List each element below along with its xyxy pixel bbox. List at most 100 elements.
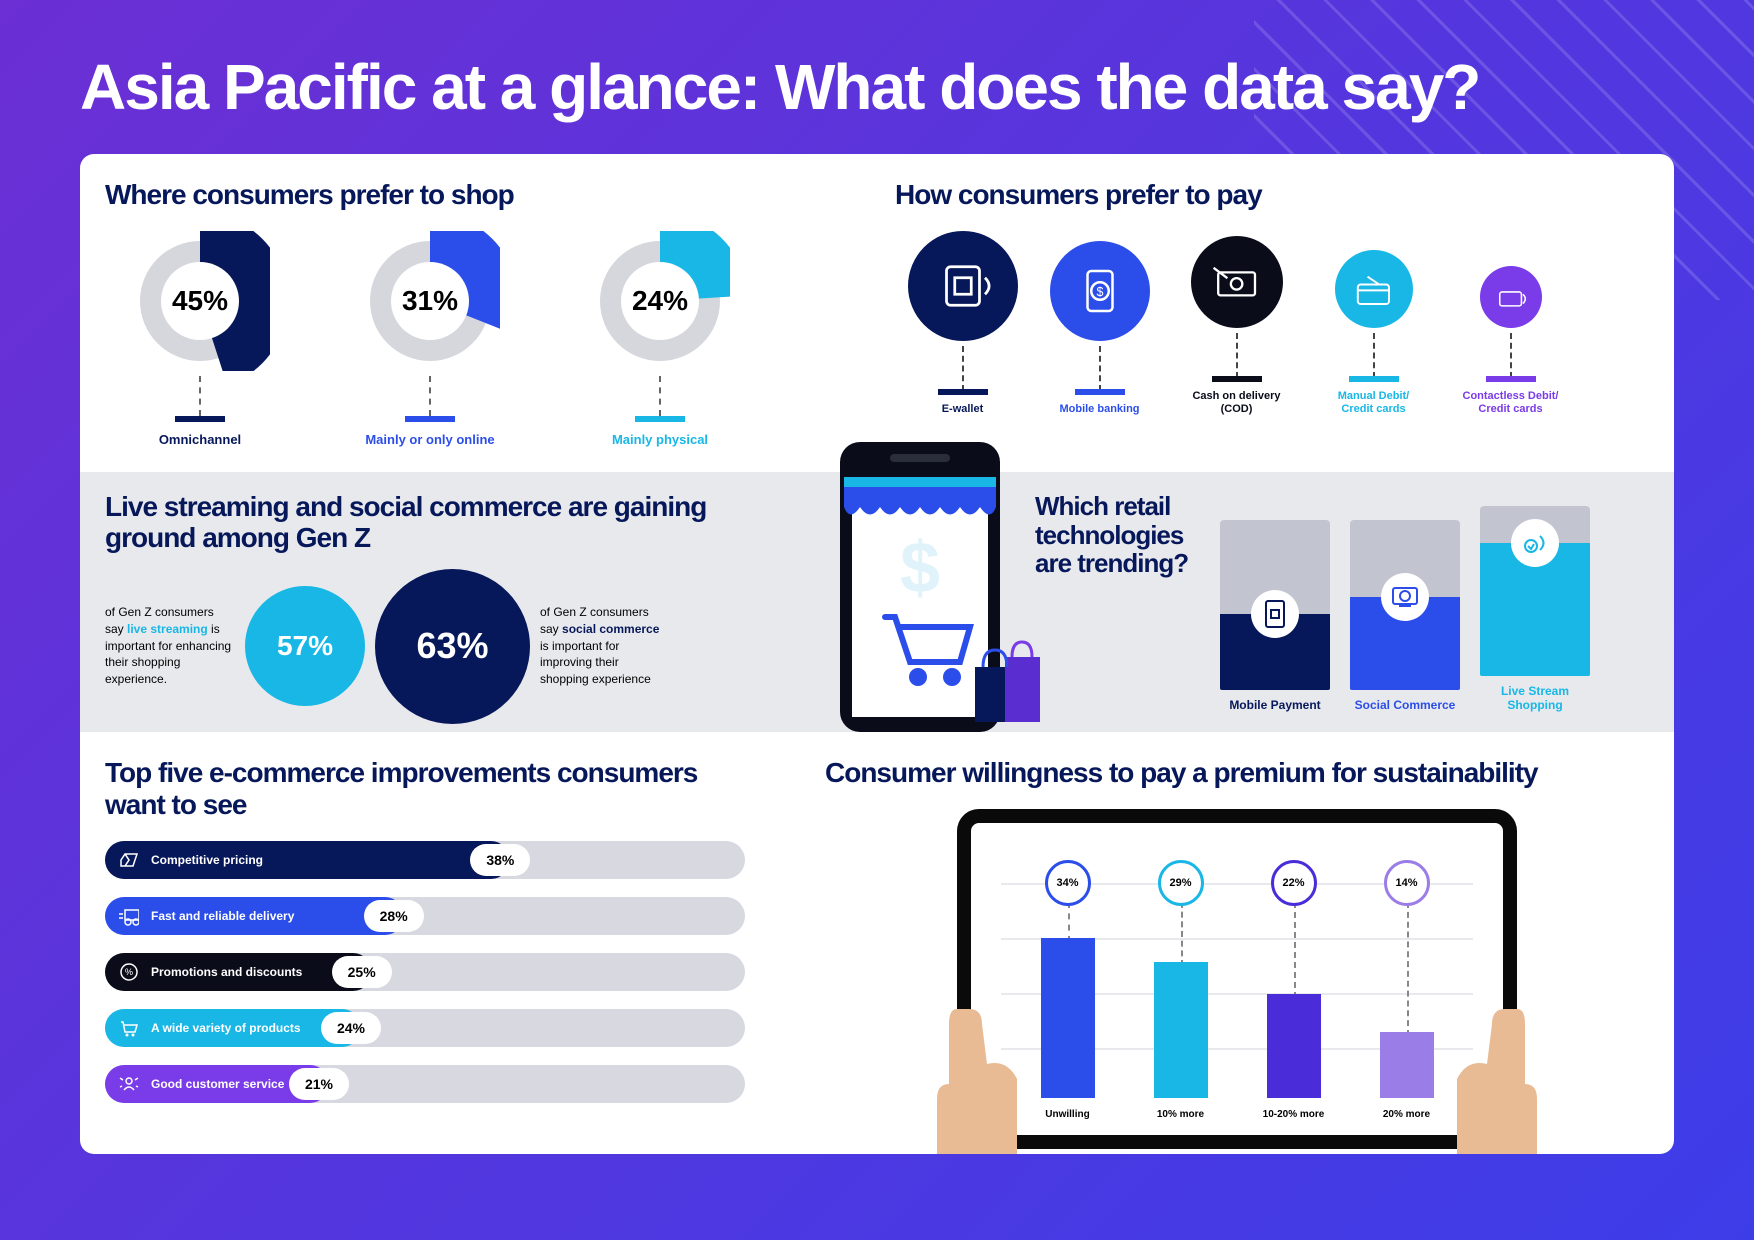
improvement-icon (119, 1018, 139, 1038)
pay-label: Mobile banking (1032, 403, 1167, 416)
donut-chart: 45% (130, 231, 270, 371)
sustain-section: Consumer willingness to pay a premium fo… (825, 757, 1649, 1149)
sustain-title: Consumer willingness to pay a premium fo… (825, 757, 1649, 789)
sustain-item: 14% 20% more (1367, 860, 1447, 1120)
trend-item: Social Commerce (1350, 520, 1460, 712)
genz-text-right: of Gen Z consumers say social commerce i… (540, 604, 670, 688)
shop-title: Where consumers prefer to shop (105, 179, 825, 211)
sustain-bar (1380, 1032, 1434, 1098)
improvement-row: Competitive pricing 38% (105, 841, 745, 879)
row-1: Where consumers prefer to shop 45% Omnic… (80, 154, 1674, 447)
trend-icon (1511, 519, 1559, 567)
donut-item: 31% Mainly or only online (335, 231, 525, 447)
improvement-icon (119, 850, 139, 870)
main-card: Where consumers prefer to shop 45% Omnic… (80, 154, 1674, 1154)
phone-shopping-illustration: $ (800, 432, 1060, 742)
improvement-label: Competitive pricing (151, 853, 510, 867)
improvement-row: A wide variety of products 24% (105, 1009, 745, 1047)
donut-pct: 31% (402, 285, 458, 317)
trend-label: Mobile Payment (1220, 698, 1330, 712)
improvement-row: Fast and reliable delivery 28% (105, 897, 745, 935)
trending-bars: Mobile Payment Social Commerce Live Stre… (1220, 492, 1590, 712)
pay-label: Cash on delivery(COD) (1169, 390, 1304, 416)
donut-item: 45% Omnichannel (105, 231, 295, 447)
pay-item: Cash on delivery(COD) (1169, 236, 1304, 416)
improvement-fill: Fast and reliable delivery (105, 897, 404, 935)
improvement-row: Good customer service 21% (105, 1065, 745, 1103)
sustain-item: 29% 10% more (1141, 860, 1221, 1120)
row-2-gray-band: Live streaming and social commerce are g… (80, 472, 1674, 732)
pay-label: Manual Debit/Credit cards (1306, 390, 1441, 416)
sustain-label: Unwilling (1028, 1109, 1108, 1120)
row-3: Top five e-commerce improvements consume… (80, 732, 1674, 1149)
donut-label: Mainly or only online (335, 432, 525, 447)
pay-circles: E-wallet $ Mobile banking Cash on delive… (895, 231, 1649, 416)
trend-icon (1251, 590, 1299, 638)
pay-circle-icon (1335, 250, 1413, 328)
sustain-bubble: 29% (1158, 860, 1204, 906)
sustain-bars: 34% Unwilling 29% 10% more 22% 10-20% mo… (1011, 843, 1463, 1120)
improvement-pct: 28% (364, 900, 424, 932)
svg-text:%: % (125, 967, 133, 977)
hand-left-icon (887, 999, 1017, 1154)
trend-icon (1381, 573, 1429, 621)
sustain-bubble: 22% (1271, 860, 1317, 906)
trend-bar (1480, 506, 1590, 676)
donut-chart: 24% (590, 231, 730, 371)
svg-text:$: $ (1096, 285, 1103, 299)
sustain-bar (1041, 938, 1095, 1098)
sustain-label: 10-20% more (1254, 1109, 1334, 1120)
improvement-row: % Promotions and discounts 25% (105, 953, 745, 991)
genz-title: Live streaming and social commerce are g… (105, 492, 745, 554)
genz-bubbles: of Gen Z consumers say live streaming is… (105, 569, 745, 724)
sustain-bar (1154, 962, 1208, 1098)
genz-section: Live streaming and social commerce are g… (105, 492, 745, 712)
pay-circle-icon (908, 231, 1018, 341)
improvements-title: Top five e-commerce improvements consume… (105, 757, 745, 821)
sustain-bubble: 14% (1384, 860, 1430, 906)
hand-right-icon (1457, 999, 1587, 1154)
trend-bar (1220, 520, 1330, 690)
donut-label: Mainly physical (565, 432, 755, 447)
tablet-illustration: 34% Unwilling 29% 10% more 22% 10-20% mo… (957, 809, 1517, 1149)
pay-item: E-wallet (895, 231, 1030, 416)
sustain-item: 34% Unwilling (1028, 860, 1108, 1120)
trend-item: Live Stream Shopping (1480, 506, 1590, 712)
improvement-pct: 38% (470, 844, 530, 876)
pay-item: Contactless Debit/Credit cards (1443, 266, 1578, 416)
donut-pct: 45% (172, 285, 228, 317)
improvements-bars: Competitive pricing 38% Fast and reliabl… (105, 841, 745, 1103)
sustain-label: 10% more (1141, 1109, 1221, 1120)
donut-label: Omnichannel (105, 432, 295, 447)
genz-bubble: 63% (375, 569, 530, 724)
sustain-label: 20% more (1367, 1109, 1447, 1120)
donut-charts: 45% Omnichannel 31% Mainly or only onlin… (105, 231, 825, 447)
genz-bubble: 57% (245, 586, 365, 706)
svg-text:$: $ (900, 528, 940, 608)
pay-circle-icon: $ (1050, 241, 1150, 341)
pay-item: $ Mobile banking (1032, 241, 1167, 416)
improvement-fill: Competitive pricing (105, 841, 510, 879)
pay-label: E-wallet (895, 403, 1030, 416)
improvement-icon (119, 906, 139, 926)
donut-pct: 24% (632, 285, 688, 317)
trend-bar (1350, 520, 1460, 690)
improvement-pct: 24% (321, 1012, 381, 1044)
sustain-item: 22% 10-20% more (1254, 860, 1334, 1120)
sustain-bar (1267, 994, 1321, 1098)
pay-circle-icon (1191, 236, 1283, 328)
donut-chart: 31% (360, 231, 500, 371)
pay-circle-icon (1480, 266, 1542, 328)
pay-item: Manual Debit/Credit cards (1306, 250, 1441, 416)
trend-item: Mobile Payment (1220, 520, 1330, 712)
improvement-icon (119, 1074, 139, 1094)
pay-section: How consumers prefer to pay E-wallet $ M… (825, 179, 1649, 447)
improvements-section: Top five e-commerce improvements consume… (105, 757, 745, 1149)
donut-item: 24% Mainly physical (565, 231, 755, 447)
sustain-bubble: 34% (1045, 860, 1091, 906)
improvement-pct: 25% (332, 956, 392, 988)
shop-section: Where consumers prefer to shop 45% Omnic… (105, 179, 825, 447)
tablet-screen: 34% Unwilling 29% 10% more 22% 10-20% mo… (971, 823, 1503, 1135)
pay-label: Contactless Debit/Credit cards (1443, 390, 1578, 416)
genz-text-left: of Gen Z consumers say live streaming is… (105, 604, 235, 688)
